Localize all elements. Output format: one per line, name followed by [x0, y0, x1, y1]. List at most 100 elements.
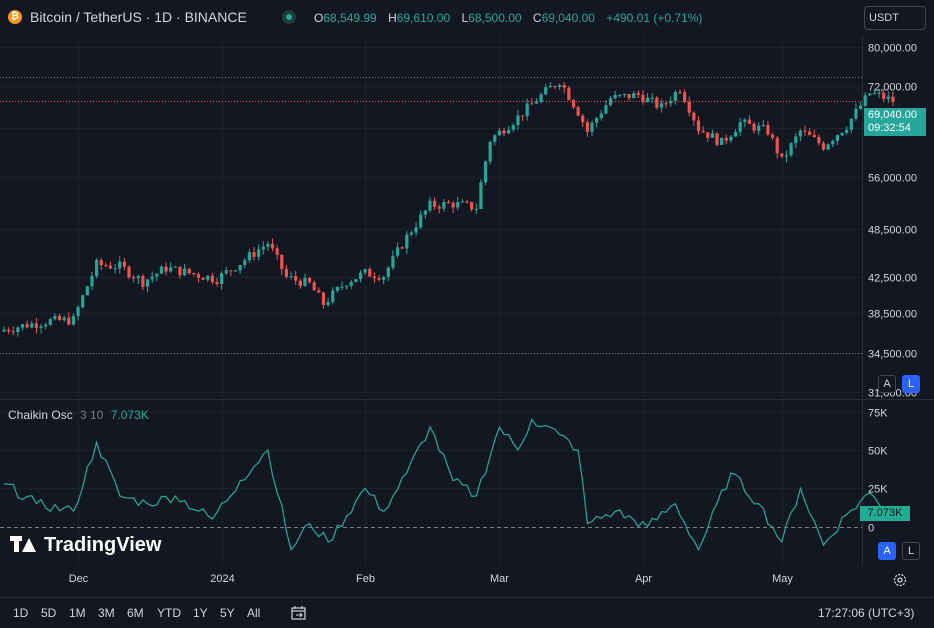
candle[interactable] — [294, 271, 298, 285]
candle[interactable] — [710, 129, 714, 138]
range-ytd-button[interactable]: YTD — [157, 606, 181, 620]
candle[interactable] — [673, 89, 677, 105]
candle[interactable] — [335, 285, 339, 293]
candle[interactable] — [687, 96, 691, 117]
candle[interactable] — [715, 132, 719, 147]
candle[interactable] — [372, 272, 376, 284]
candle[interactable] — [7, 327, 11, 335]
candle[interactable] — [812, 129, 816, 138]
candle[interactable] — [789, 141, 793, 158]
candle[interactable] — [803, 125, 807, 136]
candle[interactable] — [627, 93, 631, 101]
candle[interactable] — [419, 210, 423, 229]
candle[interactable] — [817, 134, 821, 146]
range-1y-button[interactable]: 1Y — [193, 606, 208, 620]
candle[interactable] — [34, 317, 39, 334]
candle[interactable] — [632, 91, 636, 99]
candle[interactable] — [386, 266, 390, 281]
osc-scale-log-button[interactable]: L — [902, 542, 920, 560]
candle[interactable] — [733, 128, 738, 137]
candle[interactable] — [520, 115, 525, 122]
candle[interactable] — [877, 88, 881, 99]
candle[interactable] — [317, 287, 321, 293]
oscillator-legend[interactable]: Chaikin Osc 3 10 7.073K — [8, 408, 149, 422]
candle[interactable] — [474, 203, 478, 215]
candle[interactable] — [757, 122, 761, 136]
candle[interactable] — [446, 199, 451, 204]
candle[interactable] — [729, 135, 733, 144]
candle[interactable] — [187, 268, 191, 275]
candle[interactable] — [145, 278, 150, 293]
candle[interactable] — [62, 315, 66, 323]
candle[interactable] — [460, 199, 464, 203]
candle[interactable] — [664, 101, 668, 108]
candle[interactable] — [257, 244, 261, 261]
candle[interactable] — [724, 134, 728, 145]
candle[interactable] — [108, 261, 113, 270]
candle[interactable] — [400, 246, 404, 250]
candle[interactable] — [608, 95, 613, 107]
candle[interactable] — [497, 127, 502, 136]
candle[interactable] — [169, 262, 173, 273]
candle[interactable] — [530, 98, 534, 105]
candle[interactable] — [780, 153, 784, 159]
candle[interactable] — [613, 90, 617, 100]
candle[interactable] — [432, 197, 437, 211]
candle[interactable] — [854, 103, 858, 122]
tradingview-watermark[interactable]: TradingView — [10, 534, 161, 557]
range-5y-button[interactable]: 5Y — [220, 606, 235, 620]
candle[interactable] — [71, 313, 76, 326]
candle[interactable] — [548, 82, 552, 88]
candle[interactable] — [182, 263, 187, 277]
candle[interactable] — [655, 95, 659, 110]
candle[interactable] — [349, 279, 353, 289]
candle[interactable] — [437, 204, 441, 214]
candle[interactable] — [423, 209, 427, 219]
candle[interactable] — [581, 113, 585, 128]
candle[interactable] — [544, 83, 548, 96]
candle[interactable] — [761, 119, 765, 128]
candle[interactable] — [585, 119, 589, 137]
range-5d-button[interactable]: 5D — [41, 606, 57, 620]
candle[interactable] — [136, 274, 140, 284]
candle[interactable] — [395, 242, 400, 259]
candle[interactable] — [567, 85, 571, 101]
candle[interactable] — [377, 275, 381, 282]
candle[interactable] — [882, 89, 886, 103]
candle[interactable] — [701, 126, 705, 133]
candle[interactable] — [284, 265, 289, 280]
candle[interactable] — [766, 121, 770, 137]
candle[interactable] — [206, 275, 210, 283]
calendar-icon[interactable] — [290, 605, 308, 621]
candle[interactable] — [39, 323, 43, 334]
candle[interactable] — [516, 109, 520, 131]
candle[interactable] — [428, 197, 432, 213]
clock-timezone[interactable]: 17:27:06 (UTC+3) — [818, 606, 915, 620]
candle[interactable] — [840, 132, 844, 137]
candle[interactable] — [307, 276, 312, 284]
candle[interactable] — [321, 291, 326, 309]
candle[interactable] — [30, 320, 34, 329]
candle[interactable] — [659, 99, 664, 113]
candle[interactable] — [196, 272, 201, 283]
candle[interactable] — [641, 90, 645, 105]
candle[interactable] — [178, 266, 182, 279]
range-6m-button[interactable]: 6M — [127, 606, 144, 620]
candle[interactable] — [743, 117, 747, 128]
candle[interactable] — [808, 128, 812, 136]
candle[interactable] — [845, 126, 849, 135]
candle[interactable] — [511, 123, 515, 133]
candle[interactable] — [604, 100, 608, 115]
candle[interactable] — [220, 271, 224, 290]
candle[interactable] — [507, 126, 511, 135]
candle[interactable] — [456, 196, 460, 211]
price-chart[interactable]: 80,000.0072,000.0064,000.0056,000.0048,5… — [0, 0, 934, 597]
candle[interactable] — [636, 90, 640, 98]
candle[interactable] — [720, 137, 724, 145]
candle[interactable] — [470, 201, 474, 212]
candle[interactable] — [238, 264, 242, 274]
candle[interactable] — [67, 312, 71, 326]
candle[interactable] — [247, 249, 251, 263]
candle[interactable] — [798, 128, 802, 142]
candle[interactable] — [159, 265, 164, 274]
